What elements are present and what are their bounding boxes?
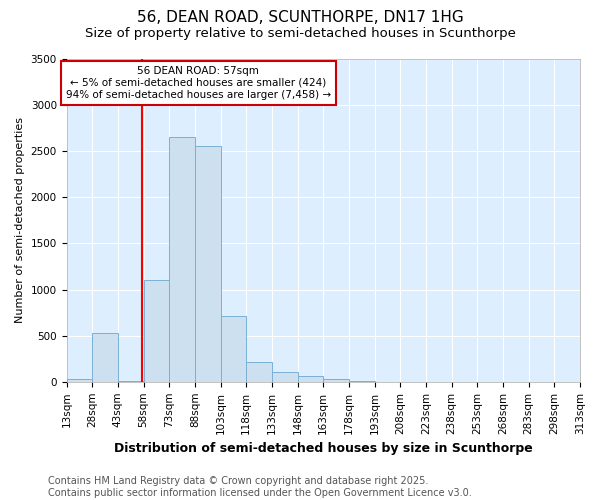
Bar	[195, 146, 221, 382]
Text: 56, DEAN ROAD, SCUNTHORPE, DN17 1HG: 56, DEAN ROAD, SCUNTHORPE, DN17 1HG	[137, 10, 463, 25]
Text: 56 DEAN ROAD: 57sqm
← 5% of semi-detached houses are smaller (424)
94% of semi-d: 56 DEAN ROAD: 57sqm ← 5% of semi-detache…	[66, 66, 331, 100]
Text: Size of property relative to semi-detached houses in Scunthorpe: Size of property relative to semi-detach…	[85, 28, 515, 40]
Bar	[246, 362, 272, 382]
Bar	[67, 379, 92, 382]
Bar	[298, 376, 323, 382]
Y-axis label: Number of semi-detached properties: Number of semi-detached properties	[15, 118, 25, 324]
Bar	[272, 372, 298, 382]
Bar	[143, 280, 169, 382]
Bar	[92, 333, 118, 382]
X-axis label: Distribution of semi-detached houses by size in Scunthorpe: Distribution of semi-detached houses by …	[114, 442, 533, 455]
Text: Contains HM Land Registry data © Crown copyright and database right 2025.
Contai: Contains HM Land Registry data © Crown c…	[48, 476, 472, 498]
Bar	[221, 316, 246, 382]
Bar	[169, 138, 195, 382]
Bar	[323, 379, 349, 382]
